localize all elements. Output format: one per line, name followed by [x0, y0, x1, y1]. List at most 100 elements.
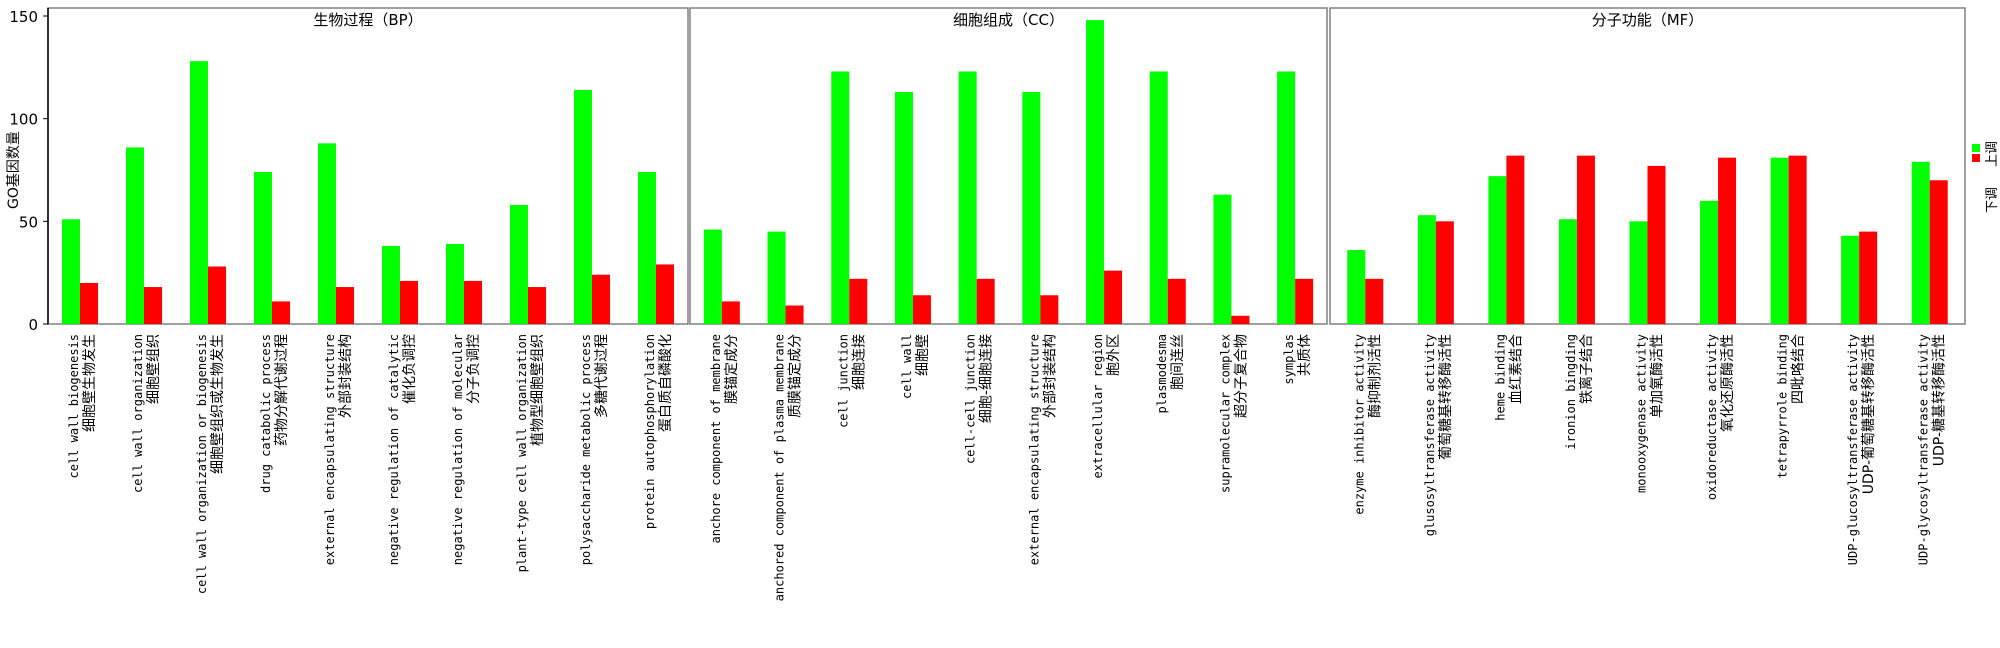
- category-label: tetrapyrrole binding 四吡咯结合: [1776, 334, 1807, 479]
- bar-red: [144, 287, 162, 324]
- bar-red: [1647, 165, 1666, 324]
- category-label: monooxygenase activity 单加氧酶活性: [1635, 334, 1666, 493]
- category-label-zh: 共质体: [1297, 334, 1313, 376]
- category-label: anchored component of plasma membrane 质膜锚…: [773, 334, 804, 601]
- category-label: cell junction 细胞连接: [836, 334, 867, 428]
- category-label-en: cell wall: [900, 334, 914, 399]
- bar-red: [272, 301, 290, 324]
- category-label-zh: 质膜锚定成分: [788, 334, 804, 418]
- bar-green: [767, 231, 786, 324]
- category-label-en: monooxygenase activity: [1635, 334, 1649, 493]
- category-label-en: cell wall biogenesis: [67, 334, 81, 479]
- category-label: cell wall 细胞壁: [900, 334, 931, 399]
- bar-green: [318, 143, 336, 324]
- category-label-en: negative regulation of catalytic: [387, 334, 401, 565]
- category-label: ironion bingding 铁离子结合: [1564, 334, 1595, 450]
- bar-red: [976, 278, 995, 324]
- bar-green: [1841, 235, 1860, 324]
- category-label-en: negative regulation of molecular: [451, 334, 465, 565]
- y-tick-label: 50: [19, 213, 38, 231]
- bar-green: [703, 229, 722, 324]
- bar-green: [958, 71, 977, 324]
- category-label-en: UDP-glucosyltransferase activity: [1846, 334, 1860, 565]
- bar-green: [1347, 250, 1366, 324]
- bar-red: [336, 287, 354, 324]
- category-label: external encapsulating structure 外部封装结构: [1027, 334, 1058, 565]
- category-label-zh: 细胞壁组织: [146, 334, 162, 404]
- bar-green: [1417, 215, 1436, 324]
- bar-red: [1788, 155, 1807, 324]
- category-label-zh: 胞外区: [1106, 334, 1122, 376]
- category-label-en: plant-type cell wall organization: [515, 334, 529, 572]
- bar-green: [446, 243, 464, 324]
- legend-label-down: 下调: [1985, 187, 2000, 213]
- bar-red: [912, 295, 931, 324]
- category-label: cell wall biogenesis 细胞壁生物发生: [67, 334, 98, 479]
- category-label-zh: 葡萄糖基转移酶活性: [1437, 334, 1454, 460]
- category-label-zh: 细胞壁组织或生物发生: [210, 334, 226, 474]
- bar-red: [849, 278, 868, 324]
- bar-green: [894, 91, 913, 325]
- bar-red: [1506, 155, 1525, 324]
- category-label-en: cell junction: [836, 334, 850, 428]
- bar-red: [656, 264, 674, 324]
- category-label-en: tetrapyrrole binding: [1776, 334, 1790, 479]
- category-label-en: cell-cell junction: [964, 334, 978, 464]
- bar-red: [80, 282, 98, 324]
- category-label-zh: 铁离子结合: [1578, 334, 1595, 404]
- legend-swatch-green: [1972, 144, 1980, 152]
- category-label-zh: 血红素结合: [1508, 334, 1524, 404]
- category-label: cell wall organization 细胞壁组织: [131, 334, 162, 493]
- category-label-en: cell wall organization: [131, 334, 145, 493]
- category-label-zh: 超分子复合物: [1232, 334, 1249, 418]
- category-label-en: anchored component of plasma membrane: [773, 334, 787, 601]
- bar-red: [721, 301, 740, 324]
- category-label: polysaccharide metabolic process 多糖代谢过程: [579, 334, 610, 565]
- bar-green: [1558, 219, 1577, 324]
- bar-green: [831, 71, 850, 324]
- category-label-zh: 细胞壁生物发生: [82, 334, 98, 432]
- category-label-zh: 分子负调控: [466, 334, 482, 404]
- category-label-zh: 多糖代谢过程: [593, 334, 610, 418]
- bar-green: [1277, 71, 1296, 324]
- category-label: enzyme inhibitor activity 酶抑制剂活性: [1352, 334, 1383, 515]
- bar-red: [592, 274, 610, 324]
- category-label: cell wall organization or biogenesis 细胞壁组…: [195, 334, 226, 594]
- category-label-zh: 植物型细胞壁组织: [530, 334, 546, 446]
- category-label: supramolecular complex 超分子复合物: [1218, 334, 1249, 493]
- bar-green: [1086, 20, 1105, 325]
- category-label-en: protein autophosphorylation: [643, 334, 657, 529]
- y-tick-label: 150: [9, 8, 38, 26]
- category-label-zh: 催化负调控: [402, 334, 418, 404]
- bar-red: [208, 266, 226, 324]
- bar-green: [1213, 194, 1232, 324]
- category-label-zh: 蛋白质自磷酸化: [658, 334, 674, 432]
- bar-green: [126, 147, 144, 324]
- category-label: UDP-glucosyltransferase activity UDP-葡萄糖基…: [1846, 334, 1877, 565]
- y-tick-label: 100: [9, 111, 38, 129]
- bar-green: [1022, 91, 1041, 325]
- category-label: plasmodesma 胞间连丝: [1155, 334, 1186, 413]
- panel-frame: [689, 7, 1328, 325]
- category-label-zh: 细胞-细胞连接: [978, 334, 995, 423]
- bar-red: [1718, 157, 1737, 324]
- category-label-zh: 四吡咯结合: [1791, 334, 1807, 404]
- category-label: external encapsulating structure 外部封装结构: [323, 334, 354, 565]
- category-label-zh: 单加氧酶活性: [1650, 334, 1666, 418]
- y-axis-label: GO基因数量: [5, 131, 22, 209]
- category-label-en: plasmodesma: [1155, 334, 1169, 413]
- category-label: anchore component of membrane 膜锚定成分: [709, 334, 740, 544]
- category-label-en: polysaccharide metabolic process: [579, 334, 593, 565]
- category-label-zh: 氧化还原酶活性: [1720, 334, 1736, 432]
- bar-green: [1149, 71, 1168, 324]
- category-label-zh: 酶抑制剂活性: [1367, 334, 1383, 418]
- category-label-en: anchore component of membrane: [709, 334, 723, 544]
- category-label-zh: 药物分解代谢过程: [274, 334, 290, 446]
- bar-red: [528, 287, 546, 324]
- category-label-en: extracellular region: [1091, 334, 1105, 479]
- bar-red: [1104, 270, 1123, 324]
- category-label-zh: 细胞壁: [915, 334, 931, 376]
- category-label: extracellular region 胞外区: [1091, 334, 1122, 479]
- bar-red: [1859, 231, 1878, 324]
- category-label-zh: 胞间连丝: [1170, 334, 1186, 390]
